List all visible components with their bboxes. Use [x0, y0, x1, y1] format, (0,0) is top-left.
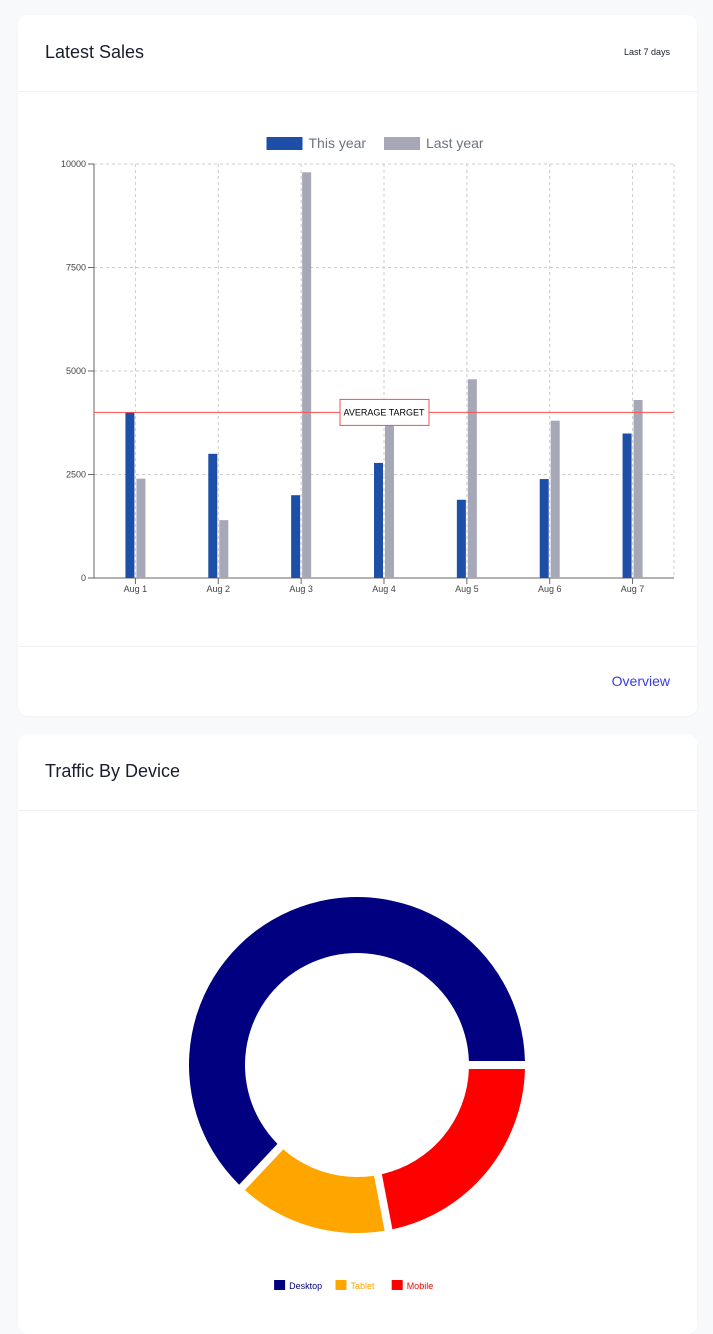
- donut-slice-desktop: [189, 897, 525, 1185]
- bar-this-year: [622, 433, 632, 578]
- x-tick-label: Aug 1: [124, 584, 148, 594]
- bar-this-year: [208, 453, 218, 578]
- bar-last-year: [467, 379, 477, 578]
- y-tick-label: 10000: [61, 159, 86, 169]
- traffic-title: Traffic By Device: [45, 761, 181, 781]
- x-tick-label: Aug 7: [621, 584, 645, 594]
- bar-this-year: [291, 495, 301, 578]
- legend-label-mobile: Mobile: [407, 1281, 434, 1291]
- x-tick-label: Aug 5: [455, 584, 479, 594]
- bar-this-year: [539, 479, 549, 578]
- x-tick-label: Aug 4: [372, 584, 396, 594]
- x-tick-label: Aug 6: [538, 584, 562, 594]
- traffic-donut-chart: Desktop Tablet Mobile: [189, 897, 525, 1291]
- average-target-label-box: [339, 398, 430, 426]
- sales-bar-chart: 0 2500 5000 7500 10000 Aug 1 Aug 2 Aug 3 Aug 4 Au…: [61, 135, 675, 594]
- bar-last-year: [219, 520, 229, 578]
- bar-this-year: [374, 462, 383, 578]
- legend-label-this-year: This year: [309, 135, 367, 151]
- traffic-by-device-card: Traffic By Device Desktop Tablet Mobile: [18, 734, 697, 1334]
- legend-label-last-year: Last year: [426, 135, 484, 151]
- y-tick-label: 7500: [66, 263, 86, 273]
- legend-swatch-this-year: [266, 137, 303, 150]
- legend-label-tablet: Tablet: [351, 1281, 376, 1291]
- legend-label-desktop: Desktop: [289, 1281, 322, 1291]
- donut-slice-mobile: [381, 1068, 525, 1230]
- latest-sales-footer: Overview: [18, 646, 697, 717]
- bar-last-year: [302, 172, 312, 578]
- bar-this-year: [125, 412, 135, 578]
- legend-swatch-last-year: [384, 137, 420, 150]
- latest-sales-header: Latest Sales Last 7 days: [18, 15, 697, 92]
- latest-sales-card: Latest Sales Last 7 days 0 2500 5000 7500 10…: [18, 15, 697, 716]
- latest-sales-title: Latest Sales: [45, 42, 145, 62]
- date-range-label[interactable]: Last 7 days: [623, 47, 670, 57]
- legend-swatch-desktop: [274, 1280, 286, 1290]
- traffic-header: Traffic By Device: [18, 734, 697, 811]
- overview-link[interactable]: Overview: [611, 673, 670, 689]
- y-tick-label: 5000: [66, 366, 86, 376]
- average-target-label: AVERAGE TARGET: [343, 407, 425, 417]
- bar-last-year: [550, 420, 560, 578]
- donut-slice-tablet: [244, 1149, 385, 1233]
- bar-last-year: [136, 478, 146, 578]
- legend-swatch-mobile: [391, 1280, 403, 1290]
- y-tick-label: 2500: [66, 470, 86, 480]
- x-tick-label: Aug 3: [289, 584, 313, 594]
- y-tick-label: 0: [81, 573, 86, 583]
- bar-last-year: [385, 416, 394, 578]
- x-tick-label: Aug 2: [207, 584, 231, 594]
- legend-swatch-tablet: [335, 1280, 347, 1290]
- bar-this-year: [456, 499, 466, 578]
- bar-last-year: [633, 399, 643, 578]
